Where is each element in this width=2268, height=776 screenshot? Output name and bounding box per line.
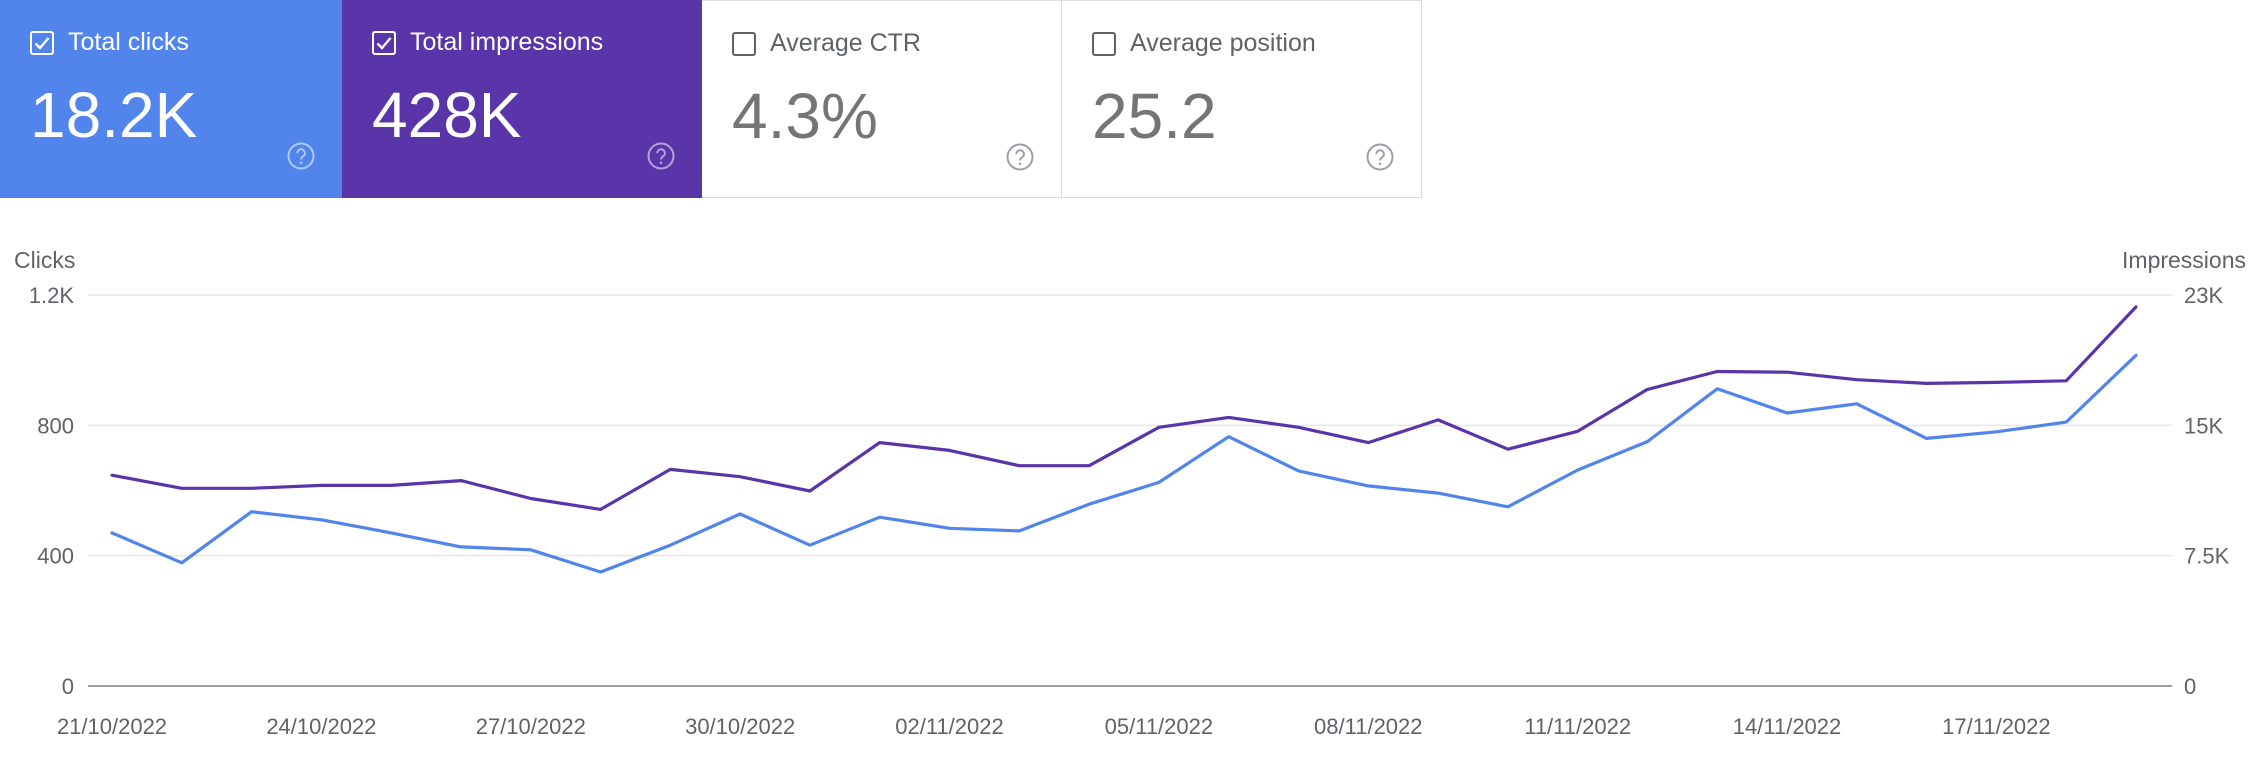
right-tick-label: 7.5K [2184,544,2230,569]
series-line-total-impressions [110,305,2138,511]
card-header: Total impressions [372,28,603,57]
card-label: Total clicks [68,28,189,56]
x-tick-label: 30/10/2022 [685,714,795,739]
series-lines [110,305,2138,574]
checkbox-icon[interactable] [30,30,54,55]
x-tick-label: 24/10/2022 [266,714,376,739]
left-tick-label: 400 [37,544,74,569]
card-header: Total clicks [30,28,189,57]
card-label: Total impressions [410,28,604,56]
x-tick-label: 17/11/2022 [1942,714,2050,739]
right-axis-ticks: 0 7.5K 15K 23K [2184,283,2230,699]
x-tick-label: 27/10/2022 [476,714,586,739]
x-tick-label: 14/11/2022 [1733,714,1841,739]
right-tick-label: 0 [2184,674,2196,699]
help-circle-icon[interactable] [646,141,676,171]
x-tick-label: 11/11/2022 [1524,714,1631,739]
right-tick-label: 15K [2184,413,2223,438]
performance-line-chart: Clicks Impressions 0 400 800 1.2K 0 7.5K 15K 2… [14,247,2246,739]
x-axis-ticks: 21/10/2022 24/10/2022 27/10/2022 30/10/2022… [57,714,2051,739]
left-tick-label: 1.2K [29,283,75,308]
left-axis-title: Clicks [14,247,75,273]
card-header: Average position [1092,29,1316,58]
card-value: 428K [372,79,522,151]
left-tick-label: 800 [37,413,74,438]
card-total-impressions[interactable]: Total impressions 428K [342,0,702,198]
right-axis-title: Impressions [2122,247,2246,273]
checkbox-icon[interactable] [1092,31,1116,56]
help-circle-icon[interactable] [1365,142,1395,172]
card-header: Average CTR [732,29,921,58]
card-label: Average position [1130,29,1316,57]
checkbox-icon[interactable] [732,31,756,56]
card-average-position[interactable]: Average position 25.2 [1062,0,1422,198]
card-label: Average CTR [770,29,921,57]
left-axis-ticks: 0 400 800 1.2K [29,283,75,699]
card-value: 18.2K [30,79,198,151]
card-value: 4.3% [732,80,878,152]
right-tick-label: 23K [2184,283,2223,308]
checkbox-icon[interactable] [372,30,396,55]
gridlines [88,294,2172,687]
help-circle-icon[interactable] [286,141,316,171]
left-tick-label: 0 [62,674,74,699]
x-tick-label: 08/11/2022 [1314,714,1422,739]
card-value: 25.2 [1092,80,1217,152]
card-total-clicks[interactable]: Total clicks 18.2K [0,0,342,198]
series-line-total-clicks [110,353,2138,574]
help-circle-icon[interactable] [1005,142,1035,172]
x-tick-label: 02/11/2022 [895,714,1003,739]
card-average-ctr[interactable]: Average CTR 4.3% [702,0,1062,198]
x-tick-label: 05/11/2022 [1105,714,1213,739]
x-tick-label: 21/10/2022 [57,714,167,739]
metric-cards: Total clicks 18.2K Total impressions 428… [0,0,1422,198]
